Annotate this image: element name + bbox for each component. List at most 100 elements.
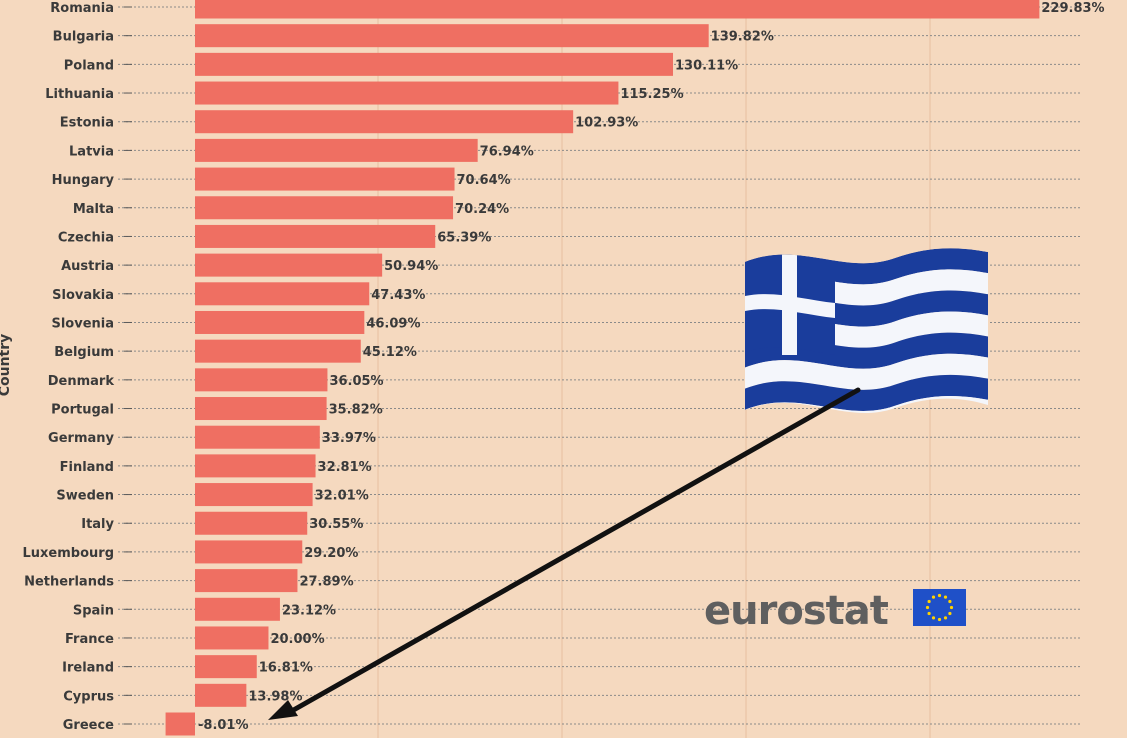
category-label: Sweden — [56, 489, 114, 504]
value-label: 13.98% — [248, 689, 302, 704]
category-label: Austria — [61, 259, 114, 274]
category-label: Luxembourg — [23, 546, 115, 561]
eu-star — [937, 593, 942, 598]
value-label: 65.39% — [437, 230, 491, 245]
value-label: 35.82% — [329, 403, 383, 418]
value-label: 32.01% — [315, 489, 369, 504]
eu-star — [943, 616, 948, 620]
bar-italy — [195, 511, 308, 535]
value-label: 76.94% — [480, 144, 534, 159]
bar-sweden — [195, 483, 313, 507]
bar-belgium — [195, 339, 361, 363]
value-label: 70.24% — [455, 202, 509, 217]
value-label: 45.12% — [363, 345, 417, 360]
bar-luxembourg — [195, 540, 303, 564]
bar-poland — [195, 52, 674, 76]
eu-star — [931, 595, 936, 599]
value-label: 47.43% — [371, 288, 425, 303]
eu-star — [931, 616, 936, 620]
category-label: Ireland — [62, 661, 114, 676]
greece-flag-icon — [745, 248, 988, 414]
category-label: Hungary — [52, 173, 115, 188]
eu-star — [948, 611, 952, 616]
category-label: Slovenia — [51, 316, 114, 331]
flag-stripe — [745, 374, 988, 412]
value-label: 139.82% — [711, 30, 774, 45]
value-label: 30.55% — [309, 517, 363, 532]
value-label: 32.81% — [318, 460, 372, 475]
value-label: 33.97% — [322, 431, 376, 446]
category-label: Italy — [81, 517, 114, 532]
bar-slovenia — [195, 310, 365, 334]
eu-star — [943, 595, 948, 599]
value-label: 115.25% — [620, 87, 683, 102]
bar-france — [195, 626, 269, 650]
bar-denmark — [195, 368, 328, 392]
eu-star — [949, 605, 954, 610]
value-label: 29.20% — [304, 546, 358, 561]
bar-cyprus — [195, 683, 247, 707]
category-label: Netherlands — [24, 575, 114, 590]
bar-czechia — [195, 224, 436, 248]
bar-malta — [195, 196, 454, 220]
category-label: Greece — [63, 718, 114, 733]
value-label: -8.01% — [198, 718, 249, 733]
eurostat-logo-text: eurostat — [704, 588, 889, 634]
bar-slovakia — [195, 282, 370, 306]
bar-finland — [195, 454, 316, 478]
eurostat-logo: eurostat — [704, 588, 966, 634]
value-label: 229.83% — [1041, 1, 1104, 16]
category-label: Cyprus — [63, 689, 114, 704]
category-label: France — [65, 632, 114, 647]
bar-greece — [165, 712, 195, 736]
category-label: Slovakia — [52, 288, 114, 303]
bar-spain — [195, 597, 280, 621]
bar-ireland — [195, 655, 257, 679]
eu-stars-icon — [925, 593, 954, 622]
category-label: Bulgaria — [53, 30, 114, 45]
bar-estonia — [195, 110, 574, 134]
category-label: Malta — [73, 202, 114, 217]
bar-portugal — [195, 397, 327, 421]
eu-star — [927, 611, 931, 616]
value-label: 70.64% — [457, 173, 511, 188]
category-label: Poland — [64, 58, 114, 73]
eu-star — [937, 617, 942, 622]
bar-bulgaria — [195, 24, 709, 48]
category-label: Belgium — [54, 345, 114, 360]
bar-rows: Romania 229.83% Bulgaria 139.82% Poland 130.1… — [23, 0, 1105, 736]
category-label: Estonia — [60, 116, 114, 131]
flag-stripe — [745, 353, 988, 390]
category-label: Finland — [60, 460, 114, 475]
bar-germany — [195, 425, 320, 449]
category-label: Czechia — [58, 230, 114, 245]
value-label: 46.09% — [366, 316, 420, 331]
bar-latvia — [195, 138, 478, 162]
annotation-arrow — [268, 387, 861, 720]
value-label: 23.12% — [282, 603, 336, 618]
eu-star — [948, 599, 952, 604]
value-label: 130.11% — [675, 58, 738, 73]
bar-romania — [195, 0, 1040, 19]
eu-star — [925, 605, 930, 610]
category-label: Lithuania — [45, 87, 114, 102]
value-label: 50.94% — [384, 259, 438, 274]
value-label: 36.05% — [329, 374, 383, 389]
category-label: Germany — [48, 431, 114, 446]
value-label: 27.89% — [299, 575, 353, 590]
value-label: 102.93% — [575, 116, 638, 131]
flag-cross-vertical — [782, 250, 797, 355]
bar-netherlands — [195, 569, 298, 593]
y-axis-label: Country — [0, 334, 13, 397]
eu-star — [927, 599, 931, 604]
category-label: Romania — [50, 1, 114, 16]
category-label: Portugal — [51, 403, 114, 418]
bar-hungary — [195, 167, 455, 191]
category-label: Denmark — [48, 374, 115, 389]
bar-lithuania — [195, 81, 619, 105]
category-label: Latvia — [69, 144, 114, 159]
category-label: Spain — [73, 603, 114, 618]
bar-austria — [195, 253, 383, 277]
